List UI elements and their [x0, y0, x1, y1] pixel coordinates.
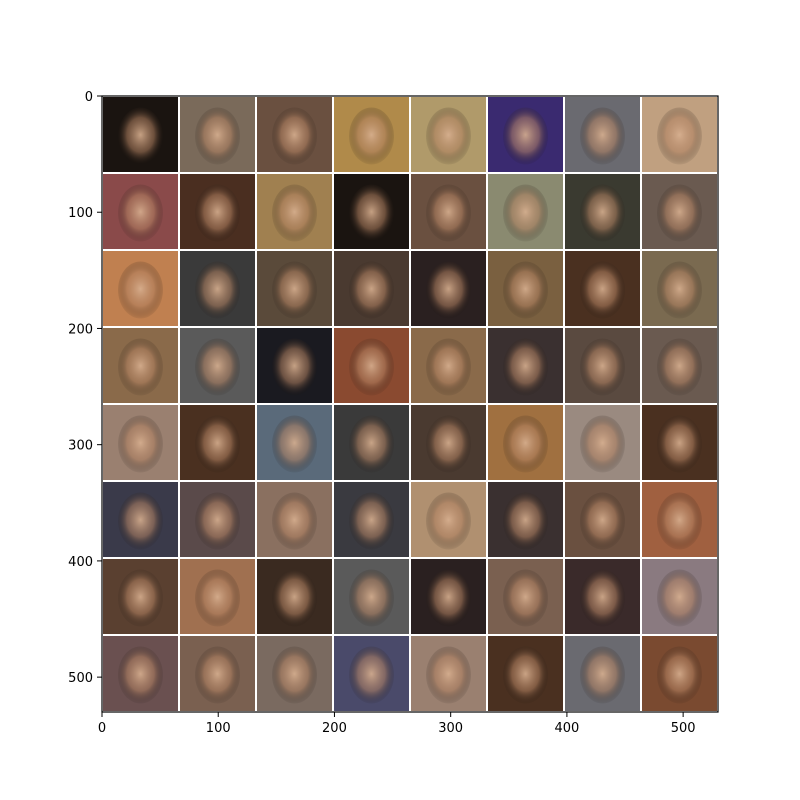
- face-tile: [411, 97, 486, 172]
- face-tile: [257, 482, 332, 557]
- face-tile: [103, 482, 178, 557]
- image-tiles: [102, 96, 718, 712]
- face-tile: [180, 174, 255, 249]
- face-tile: [642, 251, 717, 326]
- face-tile: [488, 174, 563, 249]
- face-tile: [103, 174, 178, 249]
- y-tick-label: 400: [68, 555, 93, 570]
- face-tile: [642, 174, 717, 249]
- face-tile: [180, 636, 255, 711]
- face-tile: [257, 636, 332, 711]
- face-tile: [642, 97, 717, 172]
- x-tick-label: 400: [554, 721, 579, 736]
- face-tile: [565, 174, 640, 249]
- face-tile: [488, 636, 563, 711]
- face-tile: [642, 328, 717, 403]
- x-tick-label: 500: [671, 721, 696, 736]
- y-axis: 0 100 200 300 400 500: [68, 90, 102, 686]
- face-tile: [334, 559, 409, 634]
- face-tile: [411, 174, 486, 249]
- face-tile: [488, 328, 563, 403]
- face-tile: [642, 636, 717, 711]
- face-tile: [411, 405, 486, 480]
- x-tick-label: 100: [206, 721, 231, 736]
- face-tile: [103, 405, 178, 480]
- face-tile: [180, 405, 255, 480]
- face-tile: [334, 97, 409, 172]
- x-axis: 0 100 200 300 400 500: [98, 712, 696, 736]
- face-tile: [103, 636, 178, 711]
- face-tile: [565, 482, 640, 557]
- face-tile: [180, 559, 255, 634]
- face-tile: [257, 405, 332, 480]
- face-tile: [180, 97, 255, 172]
- y-tick-label: 300: [68, 439, 93, 454]
- face-tile: [488, 482, 563, 557]
- face-tile: [334, 405, 409, 480]
- face-tile: [488, 405, 563, 480]
- face-tile: [257, 97, 332, 172]
- x-tick-label: 300: [438, 721, 463, 736]
- y-tick-label: 0: [85, 90, 93, 105]
- x-tick-label: 0: [98, 721, 106, 736]
- y-tick-label: 500: [68, 671, 93, 686]
- face-tile: [411, 482, 486, 557]
- face-tile: [565, 559, 640, 634]
- face-tile: [565, 328, 640, 403]
- face-tile: [334, 328, 409, 403]
- face-tile: [180, 482, 255, 557]
- face-tile: [334, 174, 409, 249]
- face-tile: [334, 482, 409, 557]
- face-tile: [103, 97, 178, 172]
- face-tile: [565, 251, 640, 326]
- face-tile: [180, 251, 255, 326]
- face-tile: [411, 636, 486, 711]
- face-tile: [642, 559, 717, 634]
- x-tick-label: 200: [322, 721, 347, 736]
- face-tile: [257, 251, 332, 326]
- face-tile: [565, 97, 640, 172]
- face-tile: [642, 405, 717, 480]
- face-tile: [565, 405, 640, 480]
- face-tile: [257, 328, 332, 403]
- face-tile: [103, 559, 178, 634]
- face-tile: [180, 328, 255, 403]
- face-tile: [488, 559, 563, 634]
- y-tick-label: 200: [68, 322, 93, 337]
- face-tile: [411, 328, 486, 403]
- face-tile: [488, 251, 563, 326]
- face-tile: [257, 174, 332, 249]
- face-tile: [488, 97, 563, 172]
- image-frame: [101, 95, 719, 713]
- face-tile: [334, 251, 409, 326]
- y-tick-label: 100: [68, 206, 93, 221]
- face-tile: [334, 636, 409, 711]
- face-tile: [103, 328, 178, 403]
- face-tile: [411, 559, 486, 634]
- face-tile: [411, 251, 486, 326]
- face-tile: [257, 559, 332, 634]
- face-tile: [565, 636, 640, 711]
- face-tile: [103, 251, 178, 326]
- face-tile: [642, 482, 717, 557]
